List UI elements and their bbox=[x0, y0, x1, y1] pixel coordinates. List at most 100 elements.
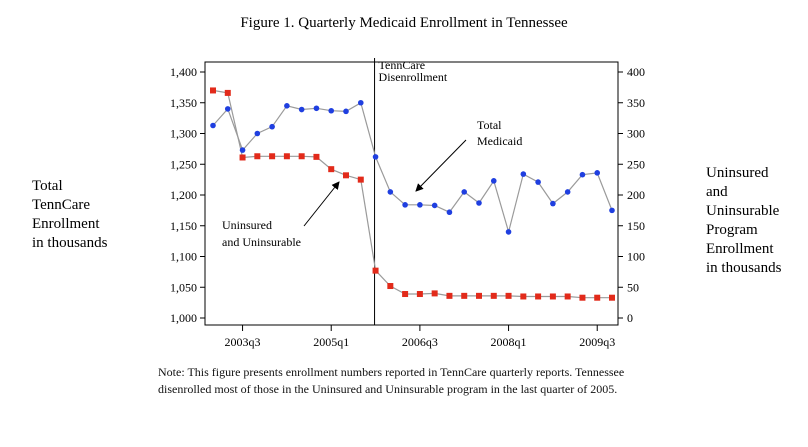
chart-title: Figure 1. Quarterly Medicaid Enrollment … bbox=[240, 15, 568, 31]
right-axis: 0 50 100 150 200 250 300 350 400 bbox=[618, 65, 645, 325]
left-tick-label: 1,350 bbox=[170, 96, 197, 110]
left-axis-label-line: in thousands bbox=[32, 235, 108, 251]
point-left bbox=[313, 105, 320, 112]
point-right bbox=[609, 294, 615, 301]
right-axis-label: Uninsured and Uninsurable Program Enrollment… bbox=[706, 165, 782, 276]
right-axis-label-line: Program bbox=[706, 222, 758, 238]
point-right bbox=[210, 87, 216, 94]
annotation-total-medicaid: Total bbox=[477, 118, 502, 132]
right-tick-label: 0 bbox=[627, 311, 633, 325]
left-tick-label: 1,200 bbox=[170, 188, 197, 202]
point-right bbox=[387, 283, 394, 290]
point-right bbox=[343, 172, 349, 179]
annotations: Total Medicaid Uninsured and Uninsurable bbox=[222, 118, 522, 249]
right-tick-label: 350 bbox=[627, 96, 645, 110]
left-tick-label: 1,050 bbox=[170, 280, 197, 294]
left-tick-label: 1,150 bbox=[170, 219, 197, 233]
point-left bbox=[357, 99, 364, 106]
series-markers bbox=[210, 87, 615, 301]
point-left bbox=[239, 147, 246, 153]
point-left bbox=[402, 202, 408, 208]
series-lines bbox=[212, 89, 613, 299]
x-tick-label: 2006q3 bbox=[402, 335, 438, 349]
point-right bbox=[505, 292, 512, 299]
point-left bbox=[535, 179, 541, 185]
point-right bbox=[254, 153, 261, 160]
point-left bbox=[476, 200, 482, 206]
right-axis-label-line: and bbox=[706, 184, 728, 200]
annotation-arrow-total bbox=[415, 139, 467, 192]
point-right bbox=[372, 267, 379, 274]
point-right bbox=[549, 293, 556, 300]
x-tick-label: 2008q1 bbox=[491, 335, 527, 349]
right-tick-label: 400 bbox=[627, 65, 645, 79]
point-left bbox=[505, 229, 512, 235]
point-left bbox=[224, 106, 231, 112]
x-tick-label: 2005q1 bbox=[313, 335, 349, 349]
point-left bbox=[328, 107, 335, 114]
point-right bbox=[461, 292, 468, 299]
point-left bbox=[431, 202, 438, 209]
point-left bbox=[284, 103, 290, 109]
figure-note: Note: This figure presents enrollment nu… bbox=[158, 365, 625, 396]
event-label: Disenrollment bbox=[379, 70, 448, 84]
point-left bbox=[210, 122, 216, 129]
point-left bbox=[372, 154, 379, 160]
x-tick-label: 2003q3 bbox=[225, 335, 261, 349]
left-axis: 1,000 1,050 1,100 1,150 1,200 1,250 1,300 1,350… bbox=[170, 65, 205, 325]
point-right bbox=[476, 292, 482, 299]
right-axis-label-line: Enrollment bbox=[706, 241, 774, 257]
point-right bbox=[579, 294, 586, 301]
point-right bbox=[283, 153, 290, 160]
series-line-left bbox=[212, 101, 613, 235]
point-right bbox=[490, 292, 497, 299]
point-right bbox=[328, 166, 335, 173]
right-axis-label-line: Uninsured bbox=[706, 165, 769, 181]
point-left bbox=[269, 123, 275, 130]
right-axis-label-line: Uninsurable bbox=[706, 203, 780, 219]
right-tick-label: 200 bbox=[627, 188, 645, 202]
point-left bbox=[520, 171, 527, 177]
left-tick-label: 1,400 bbox=[170, 65, 197, 79]
point-left bbox=[446, 209, 453, 216]
right-tick-label: 250 bbox=[627, 157, 645, 171]
point-right bbox=[402, 291, 409, 298]
point-right bbox=[298, 153, 305, 160]
point-left bbox=[343, 108, 349, 115]
point-right bbox=[313, 153, 320, 160]
point-left bbox=[387, 189, 394, 195]
point-left bbox=[564, 189, 571, 195]
annotation-uninsured: Uninsured bbox=[222, 218, 272, 232]
point-left bbox=[254, 130, 261, 137]
point-right bbox=[446, 292, 453, 299]
left-tick-label: 1,000 bbox=[170, 311, 197, 325]
annotation-arrow-uninsured bbox=[303, 181, 340, 227]
left-axis-label-line: Total bbox=[32, 178, 63, 194]
point-left bbox=[298, 106, 305, 113]
x-tick-label: 2009q3 bbox=[579, 335, 615, 349]
plot-frame bbox=[204, 61, 619, 326]
left-axis-label-line: TennCare bbox=[32, 197, 90, 213]
point-left bbox=[550, 200, 556, 207]
annotation-total-medicaid: Medicaid bbox=[477, 134, 522, 148]
point-right bbox=[594, 294, 601, 301]
left-axis-label: Total TennCare Enrollment in thousands bbox=[32, 178, 108, 251]
point-right bbox=[269, 153, 276, 160]
point-right bbox=[535, 293, 542, 300]
point-left bbox=[417, 202, 423, 208]
right-tick-label: 300 bbox=[627, 127, 645, 141]
right-tick-label: 100 bbox=[627, 250, 645, 264]
series-line-right bbox=[212, 89, 612, 299]
left-tick-label: 1,250 bbox=[170, 157, 197, 171]
point-right bbox=[239, 154, 246, 161]
point-left bbox=[579, 171, 586, 178]
event-label: TennCare bbox=[379, 58, 425, 72]
annotation-uninsured: and Uninsurable bbox=[222, 235, 301, 249]
point-left bbox=[609, 207, 615, 214]
point-right bbox=[416, 291, 423, 298]
left-axis-label-line: Enrollment bbox=[32, 216, 100, 232]
point-left bbox=[490, 178, 497, 184]
point-right bbox=[224, 89, 231, 96]
